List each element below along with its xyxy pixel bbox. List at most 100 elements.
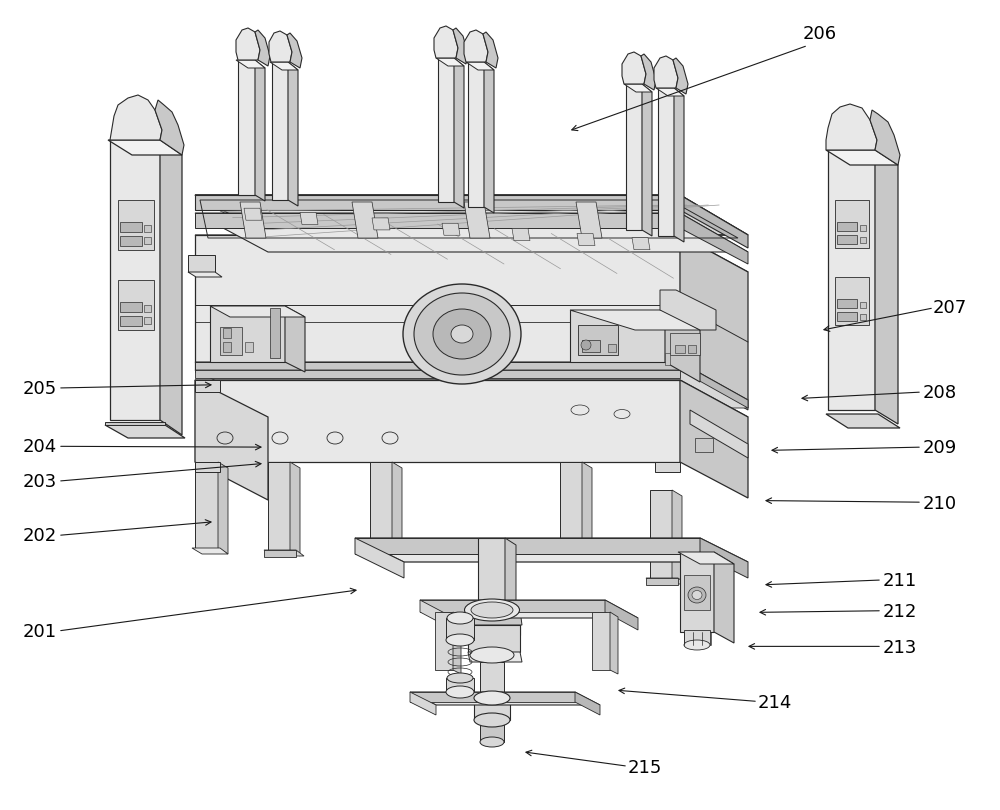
Polygon shape <box>575 692 600 715</box>
Bar <box>144 237 151 244</box>
Ellipse shape <box>470 647 514 663</box>
Bar <box>118 200 154 250</box>
Polygon shape <box>366 550 406 556</box>
Polygon shape <box>410 692 600 705</box>
Ellipse shape <box>581 340 591 350</box>
Polygon shape <box>446 618 474 640</box>
Ellipse shape <box>464 599 520 621</box>
Text: 215: 215 <box>628 759 662 777</box>
Polygon shape <box>870 110 900 165</box>
Ellipse shape <box>474 691 510 705</box>
Polygon shape <box>658 88 674 236</box>
Polygon shape <box>110 95 162 140</box>
Polygon shape <box>605 600 638 630</box>
Polygon shape <box>462 610 522 625</box>
Bar <box>665 353 670 365</box>
Polygon shape <box>660 290 716 330</box>
Polygon shape <box>466 62 494 70</box>
Ellipse shape <box>692 590 702 599</box>
Polygon shape <box>372 218 390 230</box>
Polygon shape <box>642 84 652 236</box>
Polygon shape <box>680 213 748 264</box>
Text: 213: 213 <box>883 639 917 657</box>
Polygon shape <box>464 610 520 635</box>
Polygon shape <box>392 462 402 556</box>
Polygon shape <box>300 212 318 224</box>
Polygon shape <box>195 462 220 472</box>
Polygon shape <box>650 490 672 578</box>
Polygon shape <box>570 310 665 362</box>
Polygon shape <box>680 195 748 248</box>
Polygon shape <box>576 202 602 238</box>
Polygon shape <box>105 422 165 425</box>
Polygon shape <box>684 630 710 645</box>
Polygon shape <box>442 224 460 235</box>
Polygon shape <box>438 58 454 202</box>
Ellipse shape <box>480 737 504 747</box>
Text: 203: 203 <box>23 473 57 491</box>
Polygon shape <box>370 462 392 550</box>
Bar <box>860 302 866 308</box>
Polygon shape <box>236 28 260 60</box>
Polygon shape <box>355 538 748 562</box>
Polygon shape <box>155 100 184 155</box>
Bar <box>578 325 618 355</box>
Polygon shape <box>195 213 748 252</box>
Polygon shape <box>195 235 680 370</box>
Bar <box>582 340 600 352</box>
Polygon shape <box>570 310 700 330</box>
Bar <box>860 225 866 231</box>
Text: 208: 208 <box>923 384 957 402</box>
Text: 211: 211 <box>883 572 917 590</box>
Polygon shape <box>195 380 680 462</box>
Bar <box>120 302 142 312</box>
Polygon shape <box>238 60 255 195</box>
Polygon shape <box>592 612 610 670</box>
Bar <box>220 327 242 355</box>
Polygon shape <box>454 58 464 208</box>
Polygon shape <box>195 462 218 548</box>
Polygon shape <box>195 195 680 210</box>
Polygon shape <box>192 548 228 554</box>
Polygon shape <box>656 88 684 96</box>
Polygon shape <box>288 62 298 206</box>
Polygon shape <box>210 306 305 317</box>
Polygon shape <box>195 380 268 500</box>
Polygon shape <box>188 272 222 277</box>
Polygon shape <box>680 552 714 632</box>
Polygon shape <box>355 538 700 554</box>
Polygon shape <box>672 490 682 584</box>
Polygon shape <box>480 662 504 698</box>
Polygon shape <box>560 462 582 550</box>
Polygon shape <box>195 380 220 392</box>
Polygon shape <box>287 33 302 68</box>
Polygon shape <box>264 550 296 557</box>
Text: 210: 210 <box>923 495 957 513</box>
Polygon shape <box>826 104 877 150</box>
Polygon shape <box>641 54 656 90</box>
Polygon shape <box>512 228 530 241</box>
Polygon shape <box>468 62 484 207</box>
Polygon shape <box>476 610 516 616</box>
Bar <box>835 277 869 325</box>
Ellipse shape <box>446 686 474 698</box>
Polygon shape <box>410 692 575 702</box>
Bar <box>670 333 700 355</box>
Bar <box>837 235 857 244</box>
Polygon shape <box>195 362 748 400</box>
Polygon shape <box>410 692 436 715</box>
Polygon shape <box>480 720 504 742</box>
Polygon shape <box>680 362 748 410</box>
Polygon shape <box>105 425 185 438</box>
Polygon shape <box>680 235 748 408</box>
Text: 205: 205 <box>23 380 57 398</box>
Polygon shape <box>355 538 404 578</box>
Polygon shape <box>268 462 290 550</box>
Polygon shape <box>622 52 646 84</box>
Bar <box>120 222 142 232</box>
Polygon shape <box>700 538 748 578</box>
Bar <box>860 314 866 320</box>
Polygon shape <box>483 32 498 68</box>
Polygon shape <box>436 58 464 66</box>
Text: 206: 206 <box>803 25 837 43</box>
